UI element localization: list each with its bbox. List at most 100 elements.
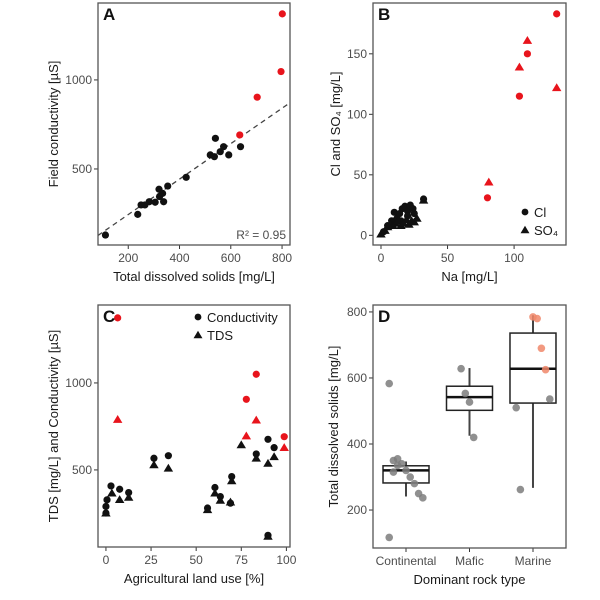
panel-frame bbox=[372, 2, 567, 246]
x-tick-label: Marine bbox=[515, 554, 552, 568]
data-point-triangle bbox=[251, 453, 261, 462]
x-tick-label: 75 bbox=[235, 553, 249, 567]
panel-label: D bbox=[378, 307, 390, 326]
data-point-triangle bbox=[241, 431, 252, 440]
y-tick-label: 1000 bbox=[65, 376, 92, 390]
panel-frame bbox=[372, 304, 567, 549]
legend-label: TDS bbox=[207, 328, 233, 343]
x-tick-label: 0 bbox=[103, 553, 110, 567]
data-point-triangle bbox=[269, 452, 279, 461]
data-point-circle bbox=[220, 143, 228, 151]
data-point-circle bbox=[264, 435, 272, 443]
y-tick-label: 200 bbox=[347, 503, 367, 517]
data-point-circle bbox=[270, 444, 278, 452]
data-point-triangle bbox=[412, 213, 422, 222]
series-so- bbox=[376, 195, 429, 238]
data-point-circle bbox=[211, 483, 219, 492]
panel-frame bbox=[97, 304, 291, 548]
data-point-circle bbox=[253, 93, 261, 101]
series-black-circle bbox=[101, 134, 245, 239]
data-point-circle bbox=[182, 173, 190, 181]
data-point-triangle bbox=[123, 492, 134, 501]
x-axis-title: Agricultural land use [%] bbox=[124, 571, 264, 586]
data-point-triangle bbox=[202, 505, 213, 514]
series-conductivity bbox=[102, 435, 278, 539]
legend-triangle-icon bbox=[520, 225, 530, 234]
data-point-circle bbox=[103, 496, 111, 504]
data-point-circle bbox=[114, 314, 122, 322]
data-point-circle bbox=[280, 433, 288, 441]
data-point-circle bbox=[242, 395, 250, 403]
data-point-triangle bbox=[263, 458, 273, 467]
y-axis-title: Total dissolved solids [mg/L] bbox=[326, 346, 341, 508]
x-tick-label: 200 bbox=[118, 251, 138, 265]
r-squared-label: R² = 0.95 bbox=[236, 228, 286, 242]
data-point bbox=[410, 479, 419, 488]
x-axis-title: Dominant rock type bbox=[414, 572, 526, 587]
data-point bbox=[393, 461, 402, 470]
data-point-circle bbox=[553, 10, 561, 18]
y-axis-title: Field conductivity [µS] bbox=[46, 61, 61, 188]
points-continental bbox=[385, 379, 427, 542]
data-point bbox=[406, 473, 415, 481]
data-point-triangle bbox=[418, 195, 429, 204]
data-point-circle bbox=[236, 143, 245, 151]
x-tick-label: 100 bbox=[276, 553, 296, 567]
data-point bbox=[516, 485, 525, 494]
data-point-circle bbox=[236, 131, 244, 139]
data-point-triangle bbox=[114, 495, 125, 504]
data-point-triangle bbox=[263, 531, 273, 540]
x-tick-label: 0 bbox=[378, 251, 385, 265]
data-point-circle bbox=[252, 370, 260, 378]
series-red-triangle bbox=[112, 414, 289, 452]
panel-label: C bbox=[103, 307, 115, 326]
panel-label: B bbox=[378, 5, 390, 24]
data-point-circle bbox=[107, 482, 115, 490]
data-point-triangle bbox=[279, 443, 289, 452]
x-tick-label: Continental bbox=[376, 554, 437, 568]
y-tick-label: 0 bbox=[360, 228, 367, 242]
series-red-circle bbox=[483, 10, 561, 202]
legend-label: Conductivity bbox=[207, 310, 278, 325]
legend-circle-icon bbox=[194, 313, 202, 321]
data-point-circle bbox=[116, 485, 124, 493]
data-point-triangle bbox=[210, 488, 220, 497]
y-tick-label: 500 bbox=[72, 162, 92, 176]
y-tick-label: 400 bbox=[347, 437, 367, 451]
x-tick-label: 800 bbox=[272, 251, 292, 265]
x-axis-title: Na [mg/L] bbox=[441, 269, 497, 284]
data-point bbox=[465, 398, 474, 406]
legend-label: Cl bbox=[534, 205, 546, 220]
data-point-circle bbox=[523, 50, 532, 58]
plot-area bbox=[97, 10, 291, 239]
series-tds bbox=[101, 440, 279, 540]
data-point-triangle bbox=[215, 495, 226, 504]
data-point-triangle bbox=[251, 415, 261, 424]
data-point-triangle bbox=[163, 463, 174, 472]
panel-label: A bbox=[103, 5, 115, 24]
data-point-triangle bbox=[149, 460, 159, 469]
data-point-triangle bbox=[226, 476, 237, 485]
data-point-triangle bbox=[484, 177, 494, 186]
y-tick-label: 500 bbox=[72, 463, 92, 477]
data-point-triangle bbox=[101, 508, 111, 517]
data-point-circle bbox=[151, 198, 159, 206]
data-point bbox=[545, 395, 554, 403]
regression-line bbox=[97, 102, 291, 236]
data-point-circle bbox=[125, 488, 133, 497]
data-point bbox=[469, 433, 478, 442]
data-point-triangle bbox=[225, 497, 236, 506]
y-axis-title: Cl and SO₄ [mg/L] bbox=[328, 71, 343, 176]
x-tick-label: 100 bbox=[504, 251, 524, 265]
plot-area bbox=[382, 313, 557, 542]
x-tick-label: 600 bbox=[221, 251, 241, 265]
data-point-circle bbox=[158, 189, 167, 197]
data-point bbox=[461, 389, 470, 398]
legend-circle-icon bbox=[521, 208, 529, 216]
data-point bbox=[419, 494, 427, 502]
panel-frame bbox=[97, 2, 291, 246]
box bbox=[382, 465, 430, 484]
data-point-triangle bbox=[107, 488, 117, 497]
data-point bbox=[389, 468, 398, 476]
points-marine bbox=[512, 313, 554, 494]
